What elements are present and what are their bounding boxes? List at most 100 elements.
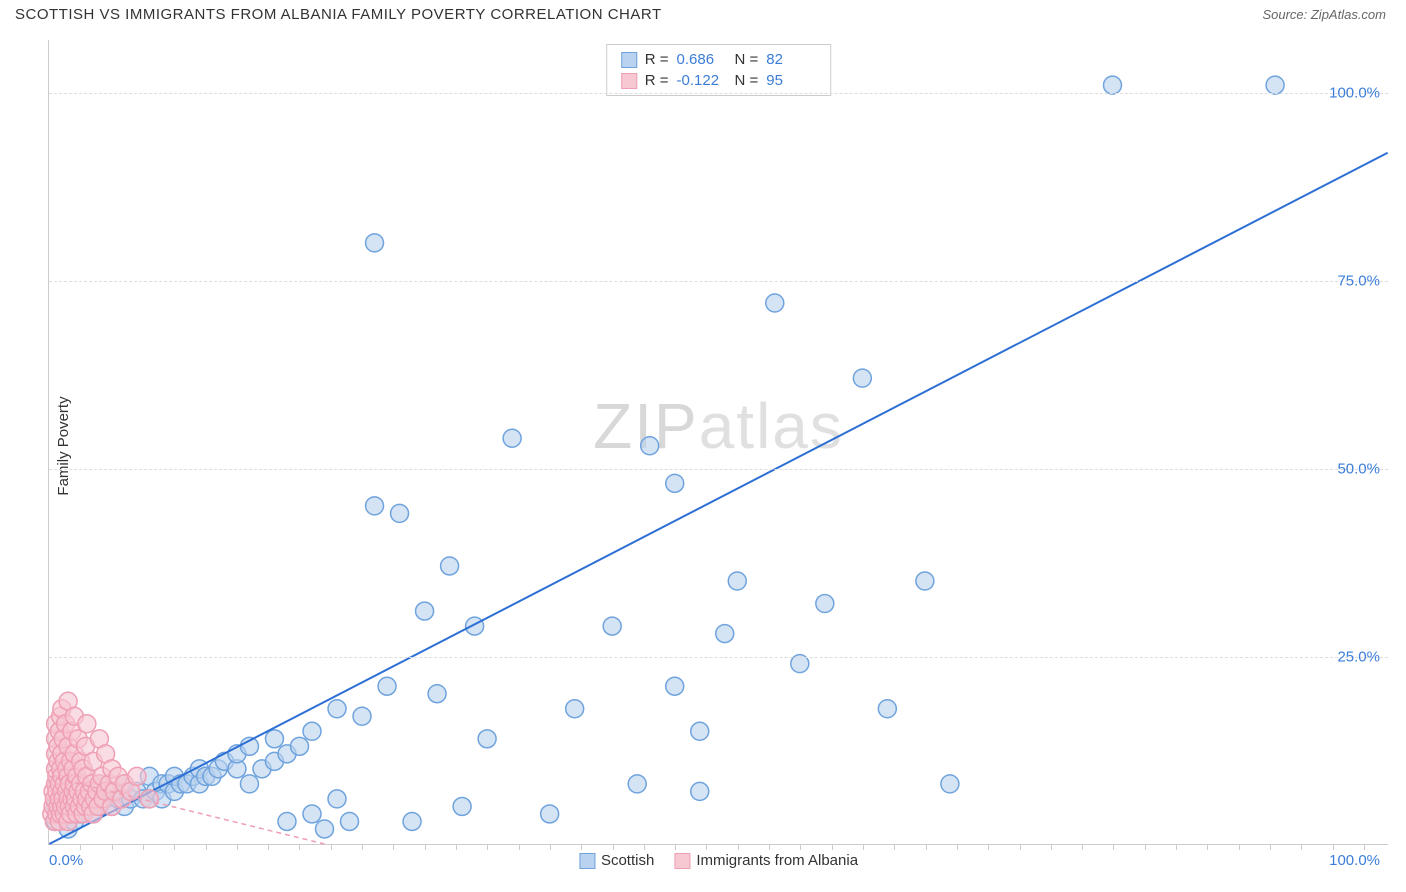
n-label: N =: [735, 51, 759, 68]
x-tick: [644, 844, 645, 850]
x-tick: [143, 844, 144, 850]
r-value: -0.122: [677, 72, 727, 89]
chart-title: SCOTTISH VS IMMIGRANTS FROM ALBANIA FAMI…: [15, 6, 662, 23]
x-tick: [988, 844, 989, 850]
x-tick: [863, 844, 864, 850]
data-point: [878, 700, 896, 718]
x-tick: [581, 844, 582, 850]
x-tick: [832, 844, 833, 850]
x-tick: [1364, 844, 1365, 850]
data-point: [666, 474, 684, 492]
r-value: 0.686: [677, 51, 727, 68]
x-tick: [487, 844, 488, 850]
data-point: [316, 820, 334, 838]
x-tick: [613, 844, 614, 850]
data-point: [766, 294, 784, 312]
x-tick: [1145, 844, 1146, 850]
x-tick: [80, 844, 81, 850]
x-tick: [331, 844, 332, 850]
x-tick: [957, 844, 958, 850]
r-label: R =: [645, 51, 669, 68]
legend: Scottish Immigrants from Albania: [579, 852, 858, 869]
x-tick: [425, 844, 426, 850]
grid-line: [49, 93, 1388, 94]
source-attribution: Source: ZipAtlas.com: [1262, 7, 1386, 22]
data-point: [328, 700, 346, 718]
x-tick: [738, 844, 739, 850]
x-tick: [1333, 844, 1334, 850]
x-tick: [1301, 844, 1302, 850]
chart-plot-area: ZIPatlas R = 0.686N = 82R = -0.122N = 95…: [48, 40, 1388, 845]
data-point: [128, 767, 146, 785]
data-point: [466, 617, 484, 635]
x-tick: [926, 844, 927, 850]
x-tick: [675, 844, 676, 850]
data-point: [290, 737, 308, 755]
x-tick: [393, 844, 394, 850]
data-point: [541, 805, 559, 823]
legend-item: Immigrants from Albania: [674, 852, 858, 869]
x-tick: [769, 844, 770, 850]
x-tick: [299, 844, 300, 850]
data-point: [328, 790, 346, 808]
data-point: [391, 504, 409, 522]
y-tick-label: 100.0%: [1329, 84, 1380, 101]
n-label: N =: [735, 72, 759, 89]
data-point: [1104, 76, 1122, 94]
x-tick: [1239, 844, 1240, 850]
grid-line: [49, 469, 1388, 470]
x-tick: [706, 844, 707, 850]
x-tick: [1176, 844, 1177, 850]
n-value: 95: [766, 72, 816, 89]
series-swatch: [621, 73, 637, 89]
r-label: R =: [645, 72, 669, 89]
data-point: [503, 429, 521, 447]
data-point: [353, 707, 371, 725]
x-tick: [1051, 844, 1052, 850]
x-tick: [1207, 844, 1208, 850]
data-point: [728, 572, 746, 590]
y-tick-label: 75.0%: [1337, 272, 1380, 289]
x-tick: [1113, 844, 1114, 850]
data-point: [666, 677, 684, 695]
data-point: [1266, 76, 1284, 94]
data-point: [303, 805, 321, 823]
data-point: [441, 557, 459, 575]
series-swatch: [621, 52, 637, 68]
data-point: [603, 617, 621, 635]
header: SCOTTISH VS IMMIGRANTS FROM ALBANIA FAMI…: [0, 0, 1406, 29]
data-point: [628, 775, 646, 793]
trend-line: [49, 153, 1387, 844]
x-tick: [174, 844, 175, 850]
legend-item: Scottish: [579, 852, 654, 869]
data-point: [265, 730, 283, 748]
x-tick: [519, 844, 520, 850]
x-tick: [1270, 844, 1271, 850]
data-point: [428, 685, 446, 703]
x-origin-label: 0.0%: [49, 852, 83, 869]
x-max-label: 100.0%: [1329, 852, 1380, 869]
x-tick: [268, 844, 269, 850]
scatter-plot-svg: [49, 40, 1388, 844]
data-point: [240, 775, 258, 793]
data-point: [78, 715, 96, 733]
y-tick-label: 25.0%: [1337, 648, 1380, 665]
data-point: [816, 595, 834, 613]
series-swatch: [579, 853, 595, 869]
legend-label: Scottish: [601, 852, 654, 869]
x-tick: [112, 844, 113, 850]
data-point: [341, 812, 359, 830]
data-point: [566, 700, 584, 718]
stats-row: R = 0.686N = 82: [621, 49, 817, 70]
data-point: [366, 234, 384, 252]
data-point: [716, 625, 734, 643]
data-point: [303, 722, 321, 740]
data-point: [641, 437, 659, 455]
x-tick: [456, 844, 457, 850]
stats-row: R = -0.122 N = 95: [621, 70, 817, 91]
x-tick: [362, 844, 363, 850]
series-swatch: [674, 853, 690, 869]
x-tick: [206, 844, 207, 850]
data-point: [691, 722, 709, 740]
data-point: [366, 497, 384, 515]
